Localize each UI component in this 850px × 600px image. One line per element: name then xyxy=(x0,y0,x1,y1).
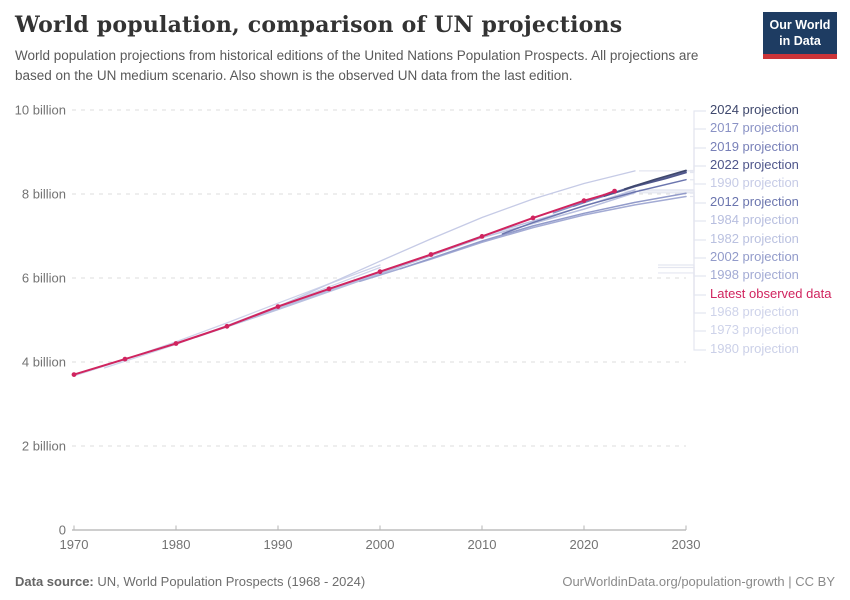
data-point-marker xyxy=(275,304,281,309)
legend-connector xyxy=(658,266,706,332)
attribution-link[interactable]: OurWorldinData.org/population-growth | C… xyxy=(562,574,835,589)
series-line-2002-projection xyxy=(399,192,687,270)
data-point-marker xyxy=(122,356,128,362)
legend-item-1980-projection[interactable]: 1980 projection xyxy=(710,341,799,356)
series-line-1998-projection xyxy=(358,195,687,283)
legend-connector xyxy=(658,272,706,351)
y-tick-label: 2 billion xyxy=(22,439,66,454)
legend-item-2017-projection[interactable]: 2017 projection xyxy=(710,120,799,135)
legend-connector xyxy=(690,147,706,172)
owid-logo[interactable]: Our World in Data xyxy=(763,12,837,59)
legend-connector xyxy=(690,128,706,172)
data-point-marker xyxy=(530,215,536,221)
y-tick-label: 8 billion xyxy=(22,187,66,202)
data-point-marker xyxy=(71,372,77,377)
data-source: Data source: UN, World Population Prospe… xyxy=(15,574,365,589)
legend-item-1984-projection[interactable]: 1984 projection xyxy=(710,212,799,227)
x-tick-label: 2030 xyxy=(672,537,701,552)
data-source-value: UN, World Population Prospects (1968 - 2… xyxy=(93,574,366,589)
legend-connector xyxy=(639,170,706,185)
legend-connector xyxy=(690,195,706,277)
data-point-marker xyxy=(428,252,434,257)
series-line-2012-projection xyxy=(501,178,687,235)
data-point-marker xyxy=(377,269,383,275)
chart-footer: Data source: UN, World Population Prospe… xyxy=(15,574,835,589)
legend-item-2022-projection[interactable]: 2022 projection xyxy=(710,157,799,172)
chart-title: World population, comparison of UN proje… xyxy=(15,12,623,38)
data-point-marker xyxy=(479,234,485,239)
y-tick-label: 10 billion xyxy=(15,103,66,118)
legend-item-2019-projection[interactable]: 2019 projection xyxy=(710,139,799,154)
legend-item-2024-projection[interactable]: 2024 projection xyxy=(710,102,799,117)
y-tick-label: 4 billion xyxy=(22,355,66,370)
x-tick-label: 1970 xyxy=(60,537,89,552)
y-tick-label: 6 billion xyxy=(22,271,66,286)
legend-connector xyxy=(618,190,706,296)
data-point-marker xyxy=(173,341,179,346)
series-line-2022-projection xyxy=(603,171,687,197)
legend-connector xyxy=(690,165,706,174)
legend-item-2012-projection[interactable]: 2012 projection xyxy=(710,194,799,209)
x-tick-label: 2010 xyxy=(468,537,497,552)
chart-header: World population, comparison of UN proje… xyxy=(15,12,755,85)
chart-subtitle: World population projections from histor… xyxy=(15,48,699,83)
x-tick-label: 1980 xyxy=(162,537,191,552)
x-tick-label: 1990 xyxy=(264,537,293,552)
owid-logo-line1: Our World xyxy=(769,18,831,32)
data-point-marker xyxy=(224,323,230,329)
legend-connector xyxy=(690,110,706,172)
series-line-1990-projection xyxy=(277,170,636,308)
data-point-marker xyxy=(612,188,617,194)
owid-logo-line2: in Data xyxy=(779,34,821,49)
legend-item-1990-projection[interactable]: 1990 projection xyxy=(710,175,799,190)
data-point-marker xyxy=(581,198,587,204)
legend-item-1982-projection[interactable]: 1982 projection xyxy=(710,231,799,246)
x-tick-label: 2020 xyxy=(570,537,599,552)
series-line-latest-observed-data xyxy=(73,190,616,376)
data-source-label: Data source: xyxy=(15,574,94,589)
legend-item-2002-projection[interactable]: 2002 projection xyxy=(710,249,799,264)
legend-item-1973-projection[interactable]: 1973 projection xyxy=(710,322,799,337)
legend-item-1998-projection[interactable]: 1998 projection xyxy=(710,267,799,282)
legend-item-1968-projection[interactable]: 1968 projection xyxy=(710,304,799,319)
legend-item-latest-observed-data[interactable]: Latest observed data xyxy=(710,286,832,301)
legend-connector xyxy=(658,264,706,314)
data-point-marker xyxy=(326,286,332,292)
x-tick-label: 2000 xyxy=(366,537,395,552)
series-line-1982-projection xyxy=(195,191,636,338)
series-line-2024-projection xyxy=(623,169,687,190)
y-tick-label: 0 xyxy=(59,523,66,538)
